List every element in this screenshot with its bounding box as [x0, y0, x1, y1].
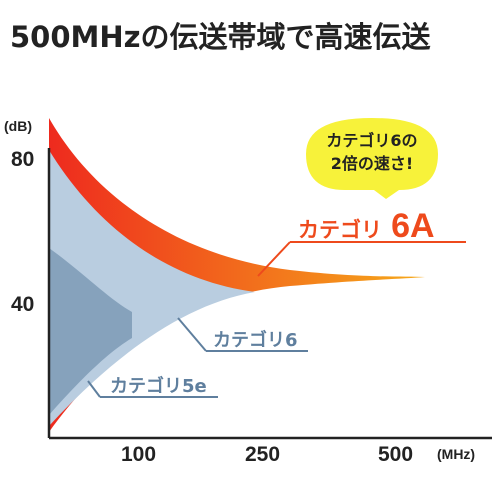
y-tick-label-40: 40	[11, 293, 34, 316]
label-cat6: カテゴリ6	[213, 329, 298, 351]
callout-line-1: カテゴリ6の	[326, 131, 417, 150]
x-axis-unit: (MHz)	[437, 446, 475, 462]
label-cat6a-prefix: カテゴリ	[298, 218, 382, 242]
label-cat6-leader	[177, 317, 207, 352]
y-axis-unit: (dB)	[4, 118, 32, 134]
x-tick-label-250: 250	[245, 443, 280, 466]
series-area-cat5e	[49, 248, 132, 415]
x-tick-label-100: 100	[121, 443, 156, 466]
label-cat6a-suffix: 6A	[391, 207, 434, 245]
label-cat5e: カテゴリ5e	[110, 375, 207, 397]
callout-bubble	[306, 118, 438, 199]
label-cat6a-leader	[257, 241, 291, 277]
series-area-cat6a	[49, 118, 425, 432]
x-tick-label-500: 500	[378, 443, 413, 466]
chart-title: 500MHzの伝送帯域で高速伝送	[10, 20, 431, 54]
label-cat6a: カテゴリ 6A	[298, 207, 435, 245]
label-cat5e-leader	[87, 380, 101, 398]
callout-line-2: 2倍の速さ!	[331, 154, 413, 173]
y-tick-label-80: 80	[11, 148, 34, 171]
